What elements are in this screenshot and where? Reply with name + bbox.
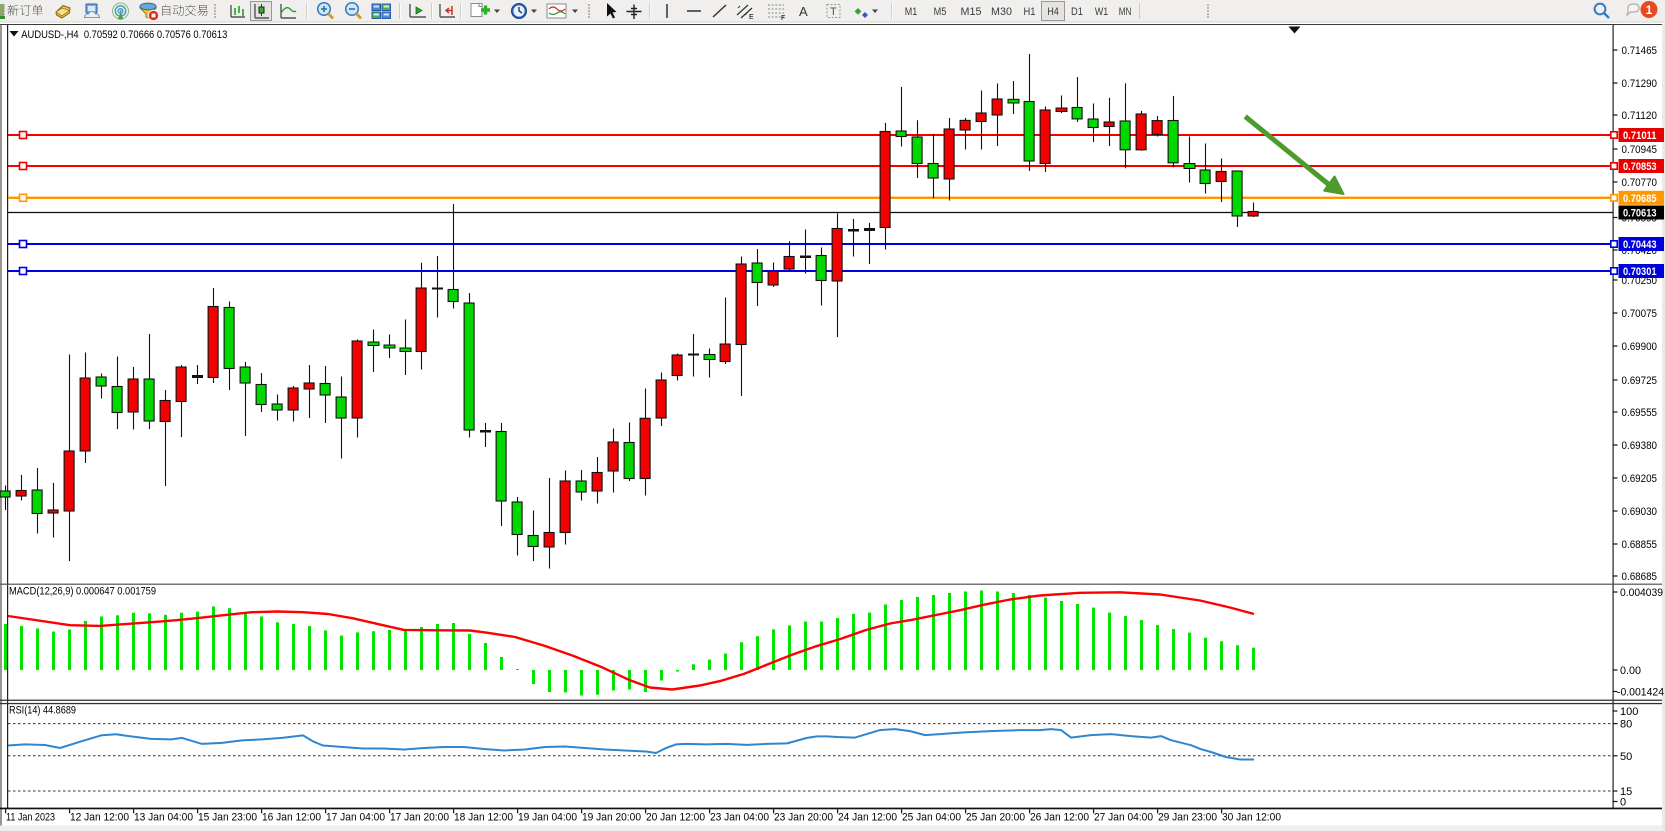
svg-text:MACD(12,26,9) 0.000647 0.00175: MACD(12,26,9) 0.000647 0.001759 — [9, 586, 156, 598]
svg-text:25 Jan 20:00: 25 Jan 20:00 — [966, 812, 1025, 824]
svg-text:M15: M15 — [961, 6, 982, 18]
svg-text:0.70443: 0.70443 — [1623, 239, 1657, 251]
svg-text:23 Jan 20:00: 23 Jan 20:00 — [774, 812, 833, 824]
svg-text:0.69725: 0.69725 — [1622, 375, 1658, 387]
svg-text:1: 1 — [1646, 3, 1653, 17]
svg-text:0.68855: 0.68855 — [1622, 539, 1658, 551]
svg-text:0.71290: 0.71290 — [1622, 78, 1658, 90]
svg-text:0.71120: 0.71120 — [1622, 110, 1658, 122]
svg-text:13 Jan 04:00: 13 Jan 04:00 — [134, 812, 193, 824]
svg-text:25 Jan 04:00: 25 Jan 04:00 — [902, 812, 961, 824]
svg-text:15: 15 — [1620, 786, 1632, 798]
svg-text:E: E — [749, 14, 754, 21]
svg-text:0.69900: 0.69900 — [1622, 341, 1658, 353]
svg-text:0.70075: 0.70075 — [1622, 308, 1658, 320]
svg-text:H1: H1 — [1024, 6, 1036, 18]
svg-text:H4: H4 — [1047, 6, 1059, 18]
svg-text:T: T — [830, 6, 837, 18]
svg-text:0.70945: 0.70945 — [1622, 144, 1658, 156]
svg-text:24 Jan 12:00: 24 Jan 12:00 — [838, 812, 897, 824]
svg-text:0.69555: 0.69555 — [1622, 407, 1658, 419]
svg-text:0.70685: 0.70685 — [1623, 193, 1657, 205]
svg-text:0.70613: 0.70613 — [1623, 208, 1657, 220]
svg-text:0.70301: 0.70301 — [1623, 266, 1657, 278]
svg-text:0: 0 — [1620, 797, 1626, 809]
svg-text:0.71011: 0.71011 — [1623, 130, 1657, 142]
svg-text:D1: D1 — [1071, 6, 1083, 18]
svg-text:18 Jan 12:00: 18 Jan 12:00 — [454, 812, 513, 824]
svg-text:-0.001424: -0.001424 — [1617, 687, 1664, 699]
svg-text:0.70770: 0.70770 — [1622, 177, 1658, 189]
svg-text:100: 100 — [1620, 706, 1638, 718]
svg-text:RSI(14) 44.8689: RSI(14) 44.8689 — [9, 705, 76, 717]
svg-text:27 Jan 04:00: 27 Jan 04:00 — [1094, 812, 1153, 824]
svg-text:M1: M1 — [905, 6, 918, 18]
svg-text:M5: M5 — [934, 6, 947, 18]
svg-text:0.69205: 0.69205 — [1622, 473, 1658, 485]
svg-text:0.00: 0.00 — [1620, 665, 1641, 677]
svg-text:M30: M30 — [991, 6, 1012, 18]
svg-text:0.69380: 0.69380 — [1622, 440, 1658, 452]
svg-text:23 Jan 04:00: 23 Jan 04:00 — [710, 812, 769, 824]
svg-text:19 Jan 04:00: 19 Jan 04:00 — [518, 812, 577, 824]
svg-text:16 Jan 12:00: 16 Jan 12:00 — [262, 812, 321, 824]
svg-text:12 Jan 12:00: 12 Jan 12:00 — [70, 812, 129, 824]
svg-text:20 Jan 12:00: 20 Jan 12:00 — [646, 812, 705, 824]
svg-text:17 Jan 04:00: 17 Jan 04:00 — [326, 812, 385, 824]
svg-text:0.71465: 0.71465 — [1622, 45, 1658, 57]
svg-text:0.004039: 0.004039 — [1620, 587, 1663, 599]
svg-text:F: F — [781, 15, 785, 22]
svg-text:19 Jan 20:00: 19 Jan 20:00 — [582, 812, 641, 824]
svg-text:17 Jan 20:00: 17 Jan 20:00 — [390, 812, 449, 824]
svg-text:0.70853: 0.70853 — [1623, 161, 1657, 173]
svg-text:50: 50 — [1620, 751, 1632, 763]
svg-text:30 Jan 12:00: 30 Jan 12:00 — [1222, 812, 1281, 824]
svg-text:MN: MN — [1119, 6, 1132, 18]
svg-text:15 Jan 23:00: 15 Jan 23:00 — [198, 812, 257, 824]
svg-text:AUDUSD-,H4 0.70592 0.70666 0.: AUDUSD-,H4 0.70592 0.70666 0.70576 0.706… — [21, 29, 227, 41]
svg-text:0.69030: 0.69030 — [1622, 506, 1658, 518]
svg-text:0.68685: 0.68685 — [1622, 571, 1658, 583]
svg-text:W1: W1 — [1095, 6, 1108, 18]
svg-text:26 Jan 12:00: 26 Jan 12:00 — [1030, 812, 1089, 824]
svg-text:A: A — [799, 4, 808, 19]
svg-text:80: 80 — [1620, 719, 1632, 731]
svg-text:29 Jan 23:00: 29 Jan 23:00 — [1158, 812, 1217, 824]
svg-text:11 Jan 2023: 11 Jan 2023 — [6, 812, 55, 824]
